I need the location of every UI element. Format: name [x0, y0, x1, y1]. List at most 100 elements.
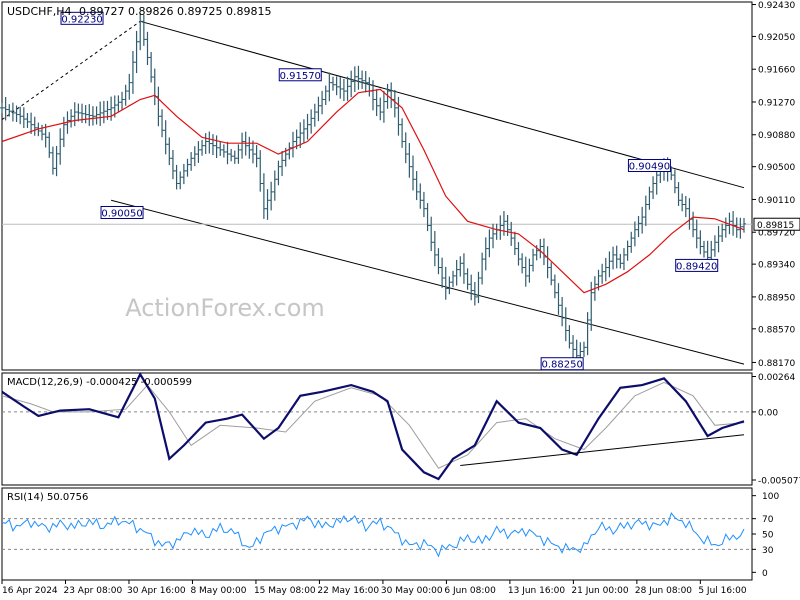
ohlc-bar [451, 270, 456, 288]
ohlc-bar [476, 271, 481, 304]
ohlc-bar [356, 65, 361, 90]
ohlc-bar [269, 181, 274, 211]
annotation-box [627, 159, 671, 173]
ohlc-bar [680, 193, 685, 212]
ohlc-bar [374, 89, 379, 117]
ohlc-bar [338, 77, 343, 99]
ohlc-bar [403, 132, 408, 164]
ohlc-bar [149, 51, 154, 83]
ohlc-bar [98, 101, 103, 126]
ohlc-bar [10, 102, 15, 122]
annotation-box [60, 11, 104, 25]
x-tick-label: 23 Apr 08:00 [63, 586, 122, 596]
current-price-label: 0.89815 [757, 221, 794, 231]
ohlc-bar [47, 132, 52, 158]
time-axis: 16 Apr 2024 23 Apr 08:00 30 Apr 16:00 8 May… [1, 580, 747, 596]
ohlc-bar [421, 191, 426, 218]
price-panel: 0.92430 0.92050 0.91660 0.91270 0.90880 0.905… [0, 1, 800, 371]
ohlc-bar [560, 296, 565, 327]
ohlc-bar [189, 152, 194, 171]
ohlc-bar [83, 105, 88, 124]
annotation-label: 0.90490 [629, 162, 670, 173]
annotation-label: 0.91570 [280, 71, 321, 82]
ohlc-bar [7, 104, 12, 117]
ohlc-bar [349, 70, 354, 98]
x-tick-label: 21 Jun 00:00 [571, 586, 628, 596]
price-annotation: 0.90050 [100, 205, 144, 219]
ohlc-bar [327, 72, 332, 102]
symbol-label: USDCHF,H4 [7, 5, 72, 18]
ohlc-bar [207, 131, 212, 154]
ohlc-bar [498, 215, 503, 240]
ohlc-bar [731, 211, 736, 236]
ohlc-bar [701, 240, 706, 258]
ohlc-bar [160, 109, 165, 138]
y-tick-label: 0.89340 [758, 261, 795, 271]
ohlc-bar [90, 106, 95, 126]
ohlc-bar [621, 248, 626, 271]
ohlc-bar [716, 225, 721, 253]
annotation-box [278, 68, 322, 82]
ohlc-bar [491, 223, 496, 249]
x-tick-label: 28 Jun 08:00 [635, 586, 692, 596]
ohlc-bar [54, 145, 59, 177]
ohlc-bar [276, 160, 281, 186]
y-tick-label: 0.92050 [758, 33, 795, 43]
ohlc-bar [280, 150, 285, 177]
ohlc-bar [556, 283, 561, 315]
ohlc-bar [469, 274, 474, 301]
ohlc-bar [687, 198, 692, 230]
ohlc-bar [18, 106, 23, 125]
ohlc-bar [72, 102, 77, 127]
annotation-box [100, 205, 144, 219]
ohlc-bar [290, 131, 295, 158]
ohlc-bar [320, 90, 325, 115]
ohlc-bar [381, 90, 386, 123]
ohlc-label: 0.89727 0.89826 0.89725 0.89815 [79, 5, 271, 18]
ohlc-bar [461, 253, 466, 284]
ohlc-bar [120, 91, 125, 110]
watermark: ActionForex.com [125, 294, 325, 322]
rsi-panel: 100 70 50 30 0 [1, 487, 779, 581]
ohlc-bar [512, 231, 517, 256]
y-tick-label: 0.88570 [758, 325, 795, 335]
ohlc-bar [363, 71, 368, 93]
y-tick-label: 0.90110 [758, 196, 795, 206]
ohlc-bar [265, 189, 270, 220]
rsi-tick-label: 30 [762, 546, 774, 556]
ohlc-bar [214, 135, 219, 159]
ohlc-bar [414, 171, 419, 201]
y-tick-label: 0.91270 [758, 98, 795, 108]
ohlc-bar [640, 206, 645, 234]
ohlc-bar [501, 211, 506, 236]
ohlc-bar [261, 173, 266, 219]
ohlc-bar [21, 107, 26, 129]
ohlc-bar [571, 335, 576, 358]
ohlc-bar [192, 146, 197, 167]
ohlc-bar [676, 182, 681, 206]
ohlc-bar [301, 119, 306, 143]
ohlc-bar [567, 325, 572, 349]
x-tick-label: 5 Jul 16:00 [698, 586, 747, 596]
y-tick-label: 0.90880 [758, 131, 795, 141]
ohlc-bar [58, 128, 63, 165]
rsi-title: RSI(14) 50.0756 [7, 492, 88, 503]
ohlc-bar [181, 163, 186, 185]
ohlc-bar [389, 82, 394, 109]
macd-title: MACD(12,26,9) -0.000425 -0.000599 [7, 377, 192, 388]
ohlc-bar [185, 158, 190, 177]
ohlc-bar [603, 257, 608, 282]
channel-lower-line [110, 199, 745, 365]
rsi-tick-label: 70 [762, 515, 774, 525]
ohlc-bar [225, 141, 230, 165]
ohlc-bar [607, 251, 612, 278]
ohlc-bar [232, 150, 237, 164]
price-annotation: 0.88250 [540, 357, 584, 371]
ohlc-bar [629, 231, 634, 253]
ohlc-bar [61, 116, 66, 148]
ohlc-bar [516, 242, 521, 266]
macd-tick-label: 0.00264 [758, 373, 795, 383]
ohlc-bar [520, 253, 525, 274]
ohlc-bar [407, 143, 412, 178]
ohlc-bar [458, 256, 463, 277]
